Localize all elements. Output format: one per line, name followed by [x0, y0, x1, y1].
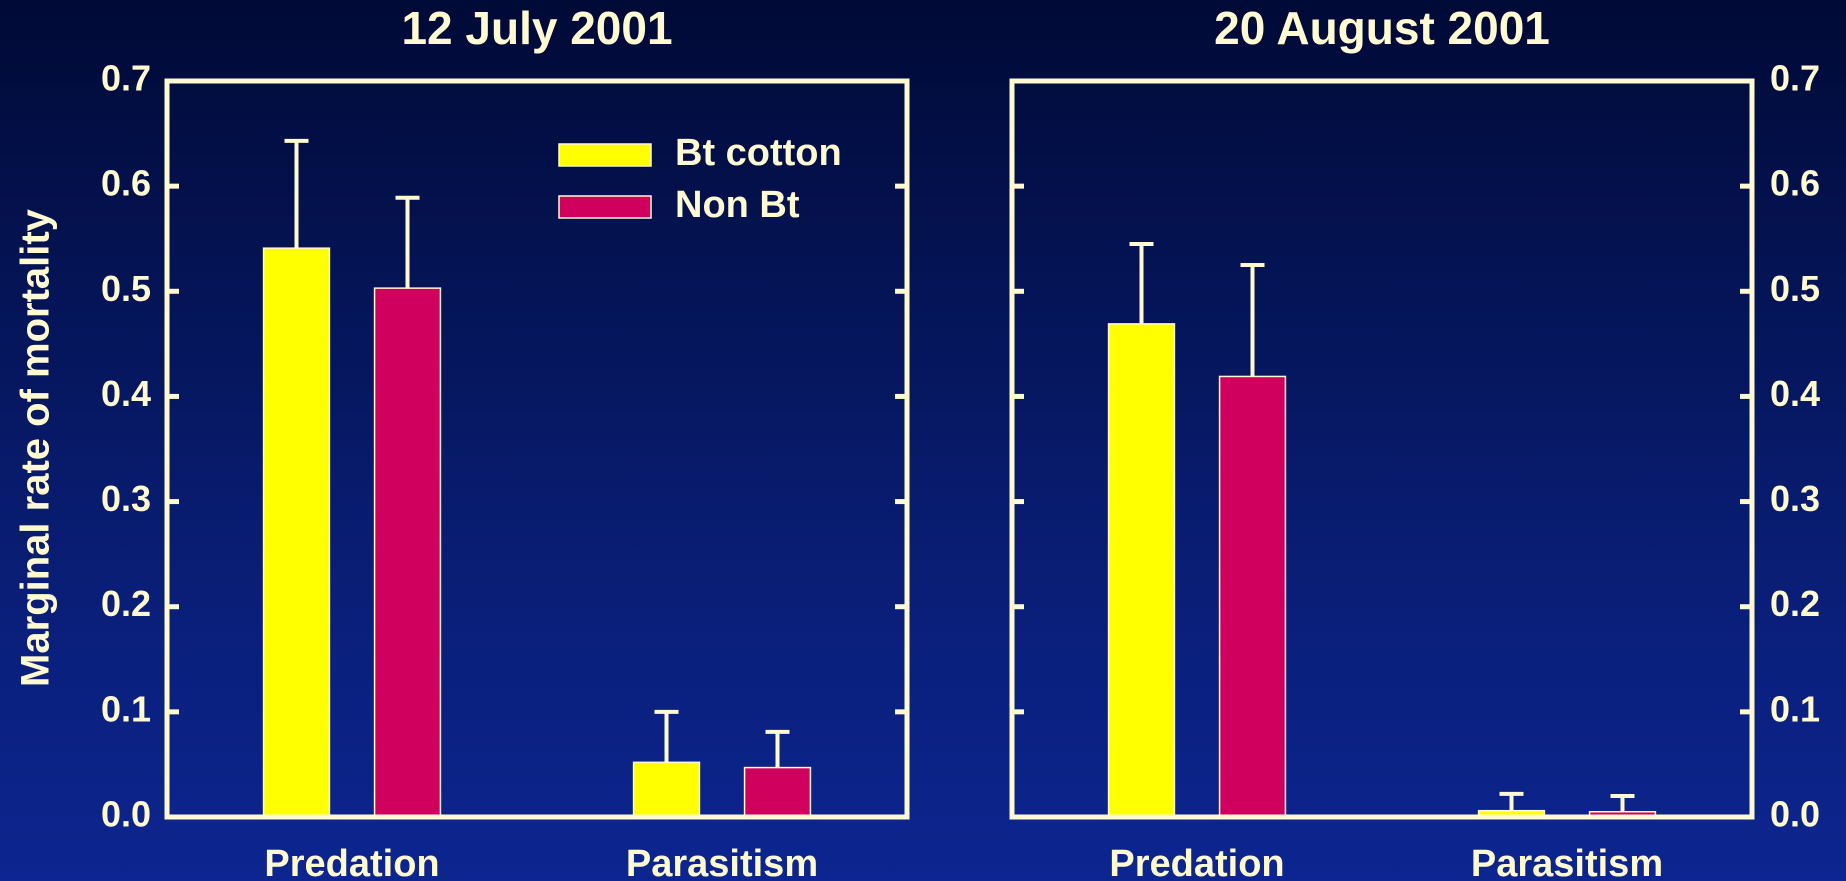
chart-title: 12 July 2001	[401, 2, 672, 54]
y-tick-label: 0.0	[1770, 794, 1820, 835]
legend-label: Non Bt	[675, 184, 800, 226]
y-tick-label: 0.5	[101, 268, 151, 309]
legend-label: Bt cotton	[675, 132, 842, 174]
x-tick-label: Predation	[1109, 843, 1284, 881]
bar	[1218, 375, 1287, 818]
legend-swatch	[558, 195, 652, 219]
bar	[262, 247, 331, 818]
y-tick-label: 0.0	[101, 794, 151, 835]
y-tick-label: 0.6	[101, 163, 151, 204]
y-tick-label: 0.7	[1770, 58, 1820, 99]
y-tick-label: 0.4	[101, 373, 151, 414]
x-tick-label: Parasitism	[1471, 843, 1663, 881]
x-tick-label: Predation	[264, 843, 439, 881]
y-tick-label: 0.3	[1770, 478, 1820, 519]
y-tick-label: 0.4	[1770, 373, 1820, 414]
bar	[632, 761, 701, 818]
y-tick-label: 0.2	[101, 583, 151, 624]
y-tick-label: 0.3	[101, 478, 151, 519]
bar	[1107, 323, 1176, 818]
y-tick-label: 0.6	[1770, 163, 1820, 204]
x-tick-label: Parasitism	[626, 843, 818, 881]
legend-swatch	[558, 143, 652, 167]
bar	[743, 766, 812, 818]
y-tick-label: 0.2	[1770, 583, 1820, 624]
y-tick-label: 0.1	[101, 688, 151, 729]
y-tick-label: 0.5	[1770, 268, 1820, 309]
bar	[373, 287, 442, 818]
y-tick-label: 0.1	[1770, 688, 1820, 729]
plot-frame	[164, 78, 910, 820]
y-tick-label: 0.7	[101, 58, 151, 99]
plot-frame	[1009, 78, 1755, 820]
y-axis-label: Marginal rate of mortality	[14, 208, 58, 687]
chart-title: 20 August 2001	[1214, 2, 1550, 54]
